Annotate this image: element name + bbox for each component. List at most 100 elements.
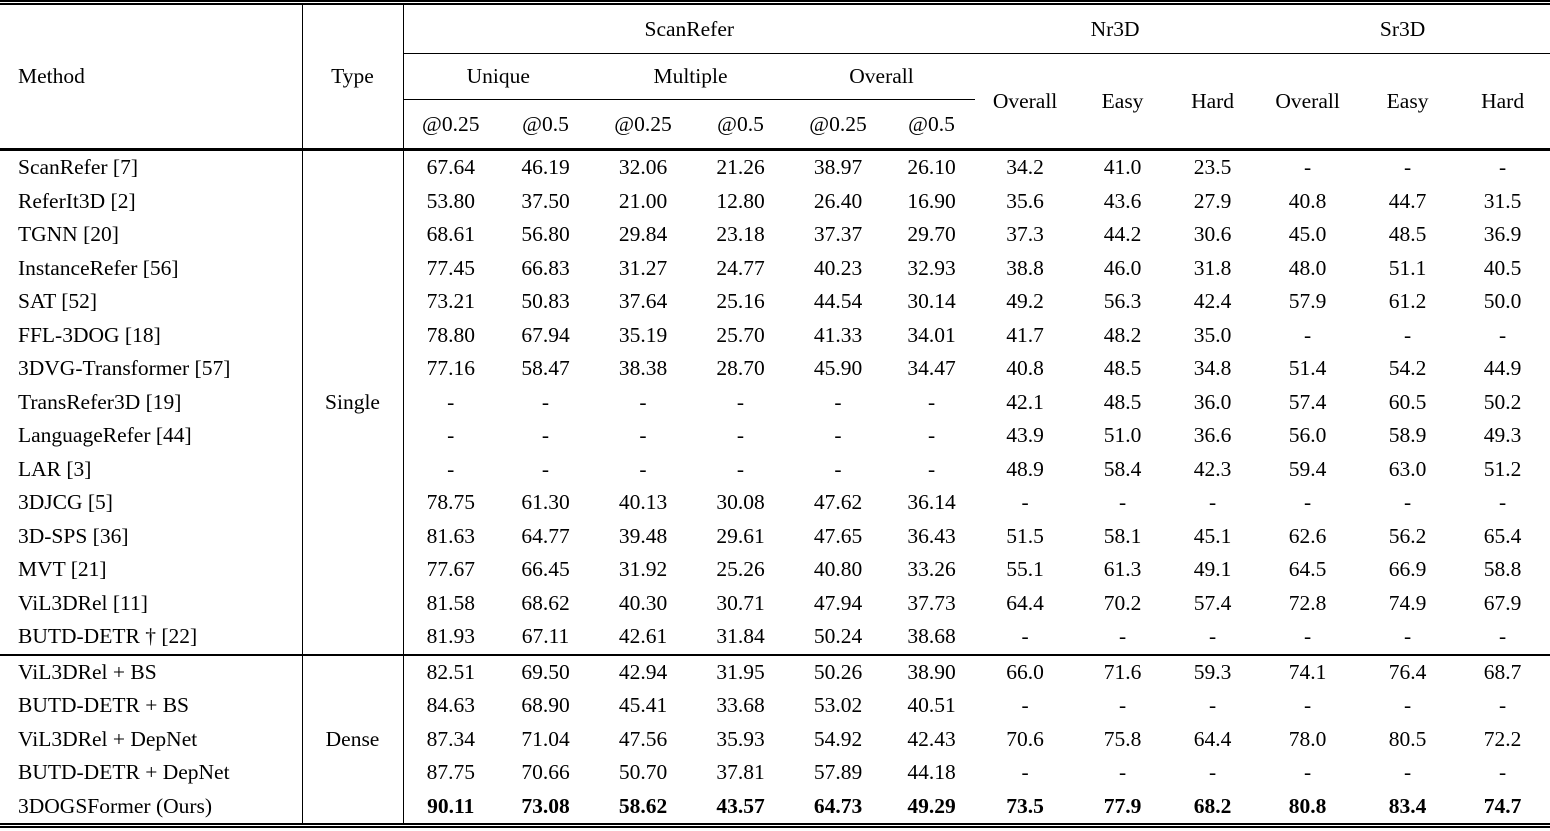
- value-cell: 30.08: [716, 490, 765, 515]
- value-cell: -: [1021, 490, 1029, 515]
- value-cell: 68.62: [521, 590, 570, 615]
- value-cell: 34.2: [1006, 155, 1044, 180]
- value-cell: 31.92: [618, 557, 668, 582]
- value-cell: 77.16: [426, 356, 475, 381]
- value-cell: 41.7: [1006, 322, 1044, 347]
- value-cell: -: [1499, 490, 1507, 515]
- value-cell: 67.94: [521, 322, 570, 347]
- value-cell: 43.9: [1006, 423, 1044, 448]
- value-cell: 48.5: [1103, 389, 1142, 414]
- table-row: 3DVG-Transformer [57] 77.16 58.47 38.38 28.7…: [0, 352, 1550, 386]
- value-cell: 48.9: [1006, 456, 1044, 481]
- value-cell: -: [1118, 693, 1127, 718]
- value-cell: -: [834, 389, 842, 414]
- value-cell: 54.2: [1388, 356, 1427, 381]
- value-cell: 56.2: [1388, 523, 1427, 548]
- value-cell: 50.24: [813, 624, 863, 649]
- value-cell: 47.65: [813, 523, 863, 548]
- value-cell: 39.48: [618, 523, 668, 548]
- group-header-scanrefer: ScanRefer: [403, 2, 976, 54]
- value-cell: -: [1118, 760, 1127, 785]
- column-header-type: Type: [302, 2, 404, 151]
- method-cell: BUTD-DETR + DepNet: [0, 756, 303, 790]
- value-cell: 38.38: [618, 356, 668, 381]
- value-cell: 25.26: [716, 557, 765, 582]
- value-cell: 64.73: [813, 793, 863, 818]
- value-cell: 31.8: [1193, 255, 1232, 280]
- value-cell: -: [927, 389, 936, 414]
- value-cell: 51.2: [1483, 456, 1522, 481]
- value-cell: -: [1208, 760, 1217, 785]
- value-cell: 42.43: [907, 726, 956, 751]
- table-row: LAR [3] - - - - - - 48.9 58.4 42.3 59.4 63.0 51.2: [0, 452, 1550, 486]
- value-cell: 56.80: [521, 222, 570, 247]
- value-cell: -: [927, 423, 936, 448]
- method-cell: LanguageRefer [44]: [0, 419, 303, 453]
- value-cell: -: [736, 389, 745, 414]
- value-cell: -: [1403, 155, 1412, 180]
- value-cell: 44.18: [907, 760, 956, 785]
- value-cell: -: [447, 456, 455, 481]
- value-cell: 60.5: [1388, 389, 1427, 414]
- method-cell: SAT [52]: [0, 285, 303, 319]
- value-cell: 43.57: [716, 793, 765, 818]
- value-cell: 58.47: [521, 356, 570, 381]
- value-cell: 31.27: [618, 255, 668, 280]
- value-cell: 49.29: [907, 793, 956, 818]
- column-header-iou-05: @0.5: [888, 99, 976, 151]
- value-cell: 67.11: [521, 624, 570, 649]
- table-row: MVT [21] 77.67 66.45 31.92 25.26 40.80 33.26 55…: [0, 553, 1550, 587]
- table-row: TransRefer3D [19] - - - - - - 42.1 48.5 36.0 57.4 6…: [0, 385, 1550, 419]
- value-cell: 74.9: [1388, 590, 1427, 615]
- method-cell: BUTD-DETR + BS: [0, 689, 303, 723]
- value-cell: 29.84: [618, 222, 668, 247]
- value-cell: 30.6: [1193, 222, 1232, 247]
- value-cell: 57.9: [1288, 289, 1327, 314]
- value-cell: 44.54: [813, 289, 863, 314]
- value-cell: 70.2: [1103, 590, 1142, 615]
- value-cell: 69.50: [498, 653, 593, 689]
- value-cell: 59.3: [1170, 653, 1256, 689]
- column-header-method: Method: [0, 2, 303, 151]
- table-row: SAT [52] 73.21 50.83 37.64 25.16 44.54 30.14 49…: [0, 285, 1550, 319]
- value-cell: 84.63: [426, 693, 475, 718]
- table-row: 3DOGSFormer (Ours) 90.11 73.08 58.62 43.57 64…: [0, 789, 1550, 826]
- value-cell: 44.9: [1483, 356, 1522, 381]
- value-cell: 23.5: [1193, 155, 1232, 180]
- value-cell: 50.0: [1483, 289, 1522, 314]
- value-cell: 37.3: [1006, 222, 1044, 247]
- value-cell: 58.8: [1483, 557, 1522, 582]
- value-cell: 61.2: [1388, 289, 1427, 314]
- value-cell: 40.30: [618, 590, 668, 615]
- value-cell: 35.0: [1193, 322, 1232, 347]
- table-row: 3D-SPS [36] 81.63 64.77 39.48 29.61 47.65 36.4…: [0, 519, 1550, 553]
- value-cell: 30.14: [907, 289, 956, 314]
- method-cell: TransRefer3D [19]: [0, 385, 303, 419]
- value-cell: 42.94: [593, 653, 693, 689]
- table-row: InstanceRefer [56] 77.45 66.83 31.27 24.77 40…: [0, 251, 1550, 285]
- value-cell: 40.5: [1483, 255, 1522, 280]
- type-cell: Single: [302, 149, 404, 655]
- value-cell: -: [1208, 624, 1217, 649]
- column-header-iou-05: @0.5: [498, 99, 593, 151]
- value-cell: 48.5: [1103, 356, 1142, 381]
- value-cell: 71.04: [521, 726, 570, 751]
- value-cell: 31.95: [693, 653, 788, 689]
- method-cell: TGNN [20]: [0, 218, 303, 252]
- value-cell: 54.92: [813, 726, 863, 751]
- value-cell: 74.7: [1483, 793, 1522, 818]
- value-cell: 40.13: [618, 490, 668, 515]
- value-cell: -: [1208, 693, 1217, 718]
- value-cell: -: [1303, 760, 1312, 785]
- value-cell: -: [736, 456, 745, 481]
- value-cell: 68.61: [426, 222, 475, 247]
- value-cell: -: [1403, 624, 1412, 649]
- method-cell: 3DJCG [5]: [0, 486, 303, 520]
- value-cell: 46.19: [521, 155, 570, 180]
- value-cell: -: [1303, 490, 1312, 515]
- method-cell: ViL3DRel + BS: [0, 653, 303, 689]
- method-cell: MVT [21]: [0, 553, 303, 587]
- method-cell: LAR [3]: [0, 452, 303, 486]
- value-cell: -: [1208, 490, 1217, 515]
- value-cell: 45.90: [813, 356, 863, 381]
